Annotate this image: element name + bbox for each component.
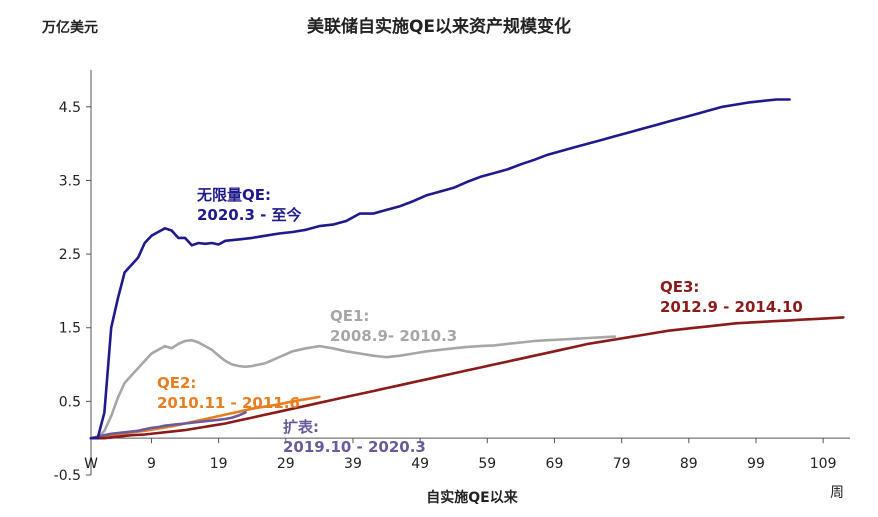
chart-title: 美联储自实施QE以来资产规模变化 bbox=[307, 16, 571, 37]
y-tick-label: 3.5 bbox=[59, 173, 81, 189]
series-label-qe2-name: QE2: bbox=[157, 374, 196, 392]
series-label-expansion-period: 2019.10 - 2020.3 bbox=[283, 438, 426, 456]
x-tick-label: 69 bbox=[546, 456, 564, 472]
x-tick-label: 49 bbox=[411, 456, 429, 472]
axes: -0.5 0.5 1.5 2.5 3.5 4.5 W 9 19 29 39 49 59 69 79 89 99 1… bbox=[54, 70, 850, 484]
series-line-qe1 bbox=[89, 335, 617, 440]
x-tick-label: 59 bbox=[478, 456, 496, 472]
series-line-expansion bbox=[89, 411, 247, 440]
series-label-qe3-period: 2012.9 - 2014.10 bbox=[660, 298, 803, 316]
x-tick-label: 9 bbox=[147, 456, 156, 472]
series-label-unlimited-period: 2020.3 - 至今 bbox=[197, 206, 302, 224]
series-label-qe2-period: 2010.11 - 2011.6 bbox=[157, 394, 300, 412]
x-tick-label: 79 bbox=[613, 456, 631, 472]
x-tick-label-start: W bbox=[84, 456, 98, 472]
x-unit-label: 周 bbox=[830, 485, 844, 501]
x-tick-label: 99 bbox=[747, 456, 765, 472]
x-tick-label: 109 bbox=[810, 456, 837, 472]
series-label-unlimited-name: 无限量QE: bbox=[196, 186, 271, 204]
y-axis-label: 万亿美元 bbox=[41, 19, 98, 36]
series-label-qe1-name: QE1: bbox=[330, 307, 369, 325]
series-line-unlimited bbox=[89, 98, 791, 440]
series-label-expansion-name: 扩表: bbox=[283, 418, 319, 436]
x-tick-label: 39 bbox=[344, 456, 362, 472]
y-tick-label: 2.5 bbox=[59, 247, 81, 263]
x-tick-label: 19 bbox=[210, 456, 228, 472]
series-lines bbox=[89, 98, 845, 440]
x-tick-label: 29 bbox=[277, 456, 295, 472]
series-line-qe3 bbox=[89, 316, 845, 440]
y-tick-label: 1.5 bbox=[59, 321, 81, 337]
y-tick-label: 4.5 bbox=[59, 100, 81, 116]
y-tick-label: -0.5 bbox=[54, 468, 81, 484]
x-tick-label: 89 bbox=[680, 456, 698, 472]
x-axis-label: 自实施QE以来 bbox=[426, 489, 518, 506]
series-label-qe3-name: QE3: bbox=[660, 278, 699, 296]
y-tick-label: 0.5 bbox=[59, 394, 81, 410]
series-label-qe1-period: 2008.9- 2010.3 bbox=[330, 327, 457, 345]
